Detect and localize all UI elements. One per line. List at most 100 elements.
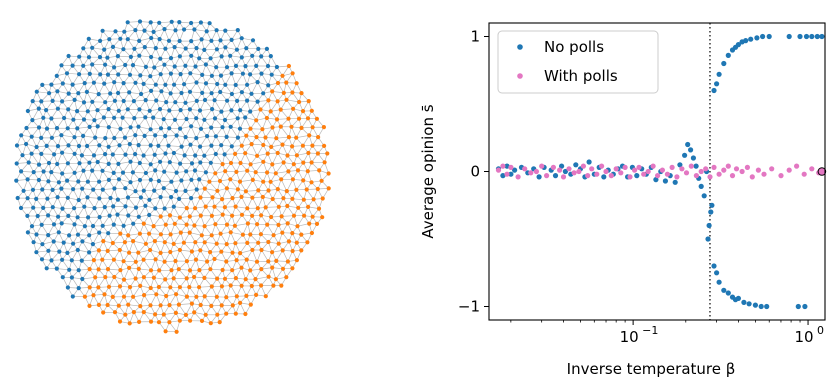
network-node [181, 240, 186, 245]
network-node [137, 160, 142, 166]
point-no-polls [711, 87, 717, 94]
network-node [326, 171, 331, 176]
network-node [111, 222, 116, 227]
network-node [209, 303, 214, 308]
network-node [166, 38, 172, 43]
legend: No polls With polls [497, 30, 659, 94]
point-with-polls [576, 168, 582, 175]
network-node [49, 170, 54, 175]
network-node [284, 97, 289, 102]
network-node [137, 38, 142, 44]
network-node [117, 319, 123, 324]
network-node [285, 259, 290, 264]
network-node [157, 107, 163, 112]
network-node [96, 285, 101, 290]
network-node [116, 303, 121, 308]
network-node [205, 134, 210, 139]
network-node [284, 80, 289, 85]
network-node [157, 20, 162, 25]
network-node [214, 294, 219, 299]
network-node [55, 195, 60, 200]
network-node [36, 125, 42, 130]
network-node [212, 98, 217, 103]
network-node [153, 46, 158, 51]
network-node [120, 170, 126, 175]
network-node [198, 160, 203, 165]
network-node [90, 223, 96, 229]
point-no-polls [552, 173, 559, 179]
network-node [289, 124, 294, 129]
network-node [75, 232, 81, 237]
network-node [208, 160, 213, 165]
network-node [141, 257, 146, 262]
network-node [110, 44, 116, 50]
network-node [72, 97, 77, 102]
network-node [248, 232, 253, 237]
network-node [138, 304, 143, 309]
network-node [110, 240, 115, 246]
network-node [193, 206, 198, 211]
network-node [76, 197, 81, 203]
network-node [199, 37, 204, 42]
network-node [121, 223, 126, 228]
point-no-polls [653, 177, 659, 183]
network-node [209, 38, 214, 43]
network-node [259, 283, 264, 288]
network-node [123, 312, 128, 317]
network-node [279, 177, 284, 182]
network-node [52, 152, 57, 157]
network-node [239, 90, 244, 95]
network-node [210, 107, 215, 112]
point-with-polls [693, 173, 700, 179]
network-node [239, 55, 244, 60]
network-node [26, 160, 31, 165]
network-node [126, 213, 131, 218]
network-node [189, 196, 194, 201]
network-node [133, 28, 138, 33]
point-with-polls [544, 173, 550, 179]
network-node [294, 240, 299, 245]
network-node [187, 285, 192, 290]
network-node [81, 63, 86, 68]
network-node [269, 214, 274, 220]
network-node [51, 239, 56, 244]
network-node [299, 248, 304, 253]
network-node [141, 221, 146, 226]
network-node [250, 177, 255, 182]
network-node [46, 248, 51, 253]
network-node [152, 239, 157, 244]
network-node [255, 99, 260, 104]
network-node [189, 39, 194, 44]
network-node [290, 71, 295, 76]
network-node [82, 224, 87, 229]
network-node [25, 108, 30, 114]
network-node [97, 143, 102, 148]
network-node [151, 29, 156, 34]
network-node [148, 285, 153, 291]
point-with-polls [669, 164, 675, 170]
network-node [243, 189, 248, 194]
network-node [265, 63, 271, 69]
network-node [173, 28, 178, 33]
network-node [174, 133, 179, 138]
network-node [133, 152, 138, 157]
network-node [202, 294, 207, 299]
network-node [133, 205, 139, 210]
network-node [61, 240, 66, 245]
network-node [103, 100, 108, 105]
network-node [281, 160, 286, 165]
point-with-polls [603, 168, 609, 175]
network-node [187, 230, 192, 235]
network-node [138, 195, 143, 200]
network-node [158, 303, 163, 308]
network-node [142, 293, 147, 298]
network-node [325, 151, 330, 156]
network-node [171, 276, 176, 281]
network-node [265, 222, 270, 227]
point-no-polls [735, 42, 742, 48]
network-node [90, 99, 95, 104]
y-tick-label: 0 [470, 163, 480, 181]
point-with-polls [560, 174, 567, 180]
network-node [116, 72, 121, 77]
network-node [97, 196, 102, 201]
